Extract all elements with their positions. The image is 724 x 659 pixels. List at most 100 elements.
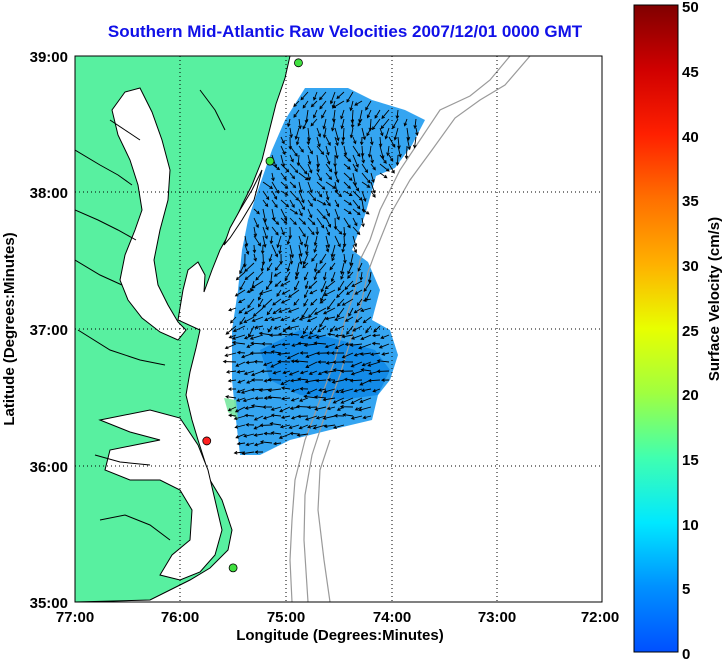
velocity-vector — [322, 118, 327, 130]
velocity-vector — [280, 181, 289, 189]
x-tick-label: 76:00 — [161, 609, 199, 626]
velocity-vector — [334, 333, 345, 338]
velocity-vector — [271, 226, 279, 236]
velocity-vector — [355, 316, 363, 323]
velocity-vector — [252, 307, 264, 317]
velocity-vector — [315, 351, 327, 356]
velocity-vector — [322, 397, 336, 402]
velocity-vector — [350, 334, 363, 340]
velocity-vector — [325, 190, 330, 201]
velocity-vector — [253, 433, 264, 437]
velocity-vector — [365, 100, 372, 111]
velocity-vector — [268, 253, 273, 263]
velocity-vector — [333, 413, 345, 418]
velocity-vector — [380, 378, 390, 382]
colorbar-tick-label: 20 — [682, 387, 699, 404]
velocity-vector — [259, 423, 273, 428]
velocity-vector — [319, 253, 327, 265]
velocity-vector — [326, 378, 336, 382]
velocity-vector — [224, 352, 237, 358]
velocity-vector — [225, 325, 237, 335]
velocity-vector — [278, 332, 291, 337]
velocity-vector — [349, 253, 354, 267]
velocity-vector — [262, 235, 267, 248]
velocity-vector — [403, 118, 408, 127]
velocity-vector — [348, 307, 354, 317]
velocity-vector — [236, 370, 246, 374]
x-tick-label: 73:00 — [478, 609, 516, 626]
velocity-vector — [388, 163, 395, 174]
velocity-vector — [344, 280, 354, 291]
velocity-vector — [321, 109, 327, 119]
velocity-vector — [325, 145, 330, 156]
velocity-vector — [306, 316, 318, 322]
velocity-vector — [334, 127, 340, 142]
velocity-vector — [352, 325, 363, 332]
velocity-vector — [272, 370, 282, 375]
velocity-vector — [352, 226, 361, 236]
velocity-vector — [329, 325, 336, 333]
velocity-vector — [331, 379, 345, 384]
velocity-vector — [334, 226, 343, 235]
velocity-vector — [279, 253, 283, 265]
velocity-vector — [280, 217, 288, 225]
velocity-vector — [251, 316, 264, 322]
velocity-vector — [295, 136, 300, 146]
velocity-vector — [233, 450, 246, 455]
velocity-vector — [336, 307, 345, 319]
velocity-vector — [291, 316, 300, 322]
velocity-vector — [342, 226, 347, 237]
velocity-vector — [308, 307, 318, 319]
velocity-vector — [294, 127, 300, 140]
velocity-vector — [295, 271, 300, 281]
velocity-vector — [235, 271, 246, 281]
velocity-vector — [312, 424, 327, 430]
velocity-vector — [353, 352, 363, 357]
velocity-vector — [280, 199, 290, 208]
velocity-vector — [237, 379, 246, 384]
velocity-vector — [371, 341, 381, 346]
velocity-vector — [298, 253, 303, 266]
x-tick-label: 77:00 — [56, 609, 94, 626]
velocity-vector — [325, 136, 331, 146]
velocity-vector — [262, 350, 273, 355]
velocity-vector — [262, 405, 273, 409]
velocity-vector — [278, 244, 282, 255]
velocity-vector — [376, 359, 390, 363]
velocity-vector — [362, 298, 372, 302]
velocity-vector — [300, 91, 309, 101]
velocity-vector — [325, 226, 331, 236]
velocity-vector — [392, 118, 399, 130]
velocity-vector — [307, 217, 316, 226]
velocity-vector — [254, 450, 264, 454]
velocity-vector — [298, 181, 303, 194]
velocity-vector — [381, 109, 390, 119]
velocity-vector — [340, 271, 345, 280]
velocity-vector — [267, 395, 282, 399]
velocity-vector — [239, 280, 246, 291]
velocity-vector — [309, 325, 318, 335]
velocity-vector — [307, 226, 315, 236]
velocity-vector — [304, 415, 318, 421]
velocity-vector — [231, 340, 246, 345]
velocity-vector — [288, 370, 300, 376]
velocity-vector — [299, 334, 309, 339]
velocity-vector — [303, 394, 318, 399]
velocity-vector — [316, 190, 323, 198]
delmarva-bay — [223, 169, 263, 246]
velocity-vector — [235, 433, 246, 439]
velocity-vector — [289, 199, 295, 209]
velocity-vector — [280, 280, 291, 287]
velocity-vector — [359, 136, 364, 146]
y-tick-label: 39:00 — [30, 49, 68, 66]
velocity-vector — [343, 208, 352, 215]
velocity-vector — [323, 271, 327, 281]
velocity-vector — [360, 145, 365, 157]
velocity-vector — [317, 370, 327, 376]
velocity-vector — [286, 352, 300, 360]
colorbar-tick-label: 45 — [682, 64, 699, 81]
x-axis-label: Longitude (Degrees:Minutes) — [236, 627, 444, 644]
velocity-vector — [353, 307, 363, 314]
velocity-vector — [361, 208, 370, 215]
radar-stations — [202, 58, 303, 573]
